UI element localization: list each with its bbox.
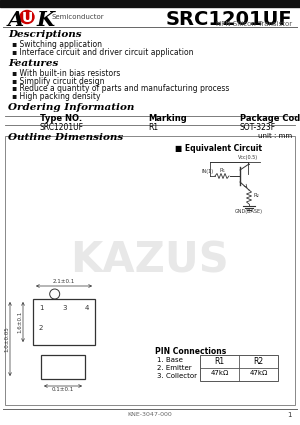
- Text: R2: R2: [254, 357, 264, 366]
- Text: 1: 1: [39, 305, 43, 311]
- Bar: [0, 0, 300, 7]
- Text: IN(1): IN(1): [202, 169, 214, 174]
- Text: 0.1±0.1: 0.1±0.1: [52, 387, 74, 392]
- Bar: [200, 355, 278, 381]
- Text: ■ Equivalent Circuit: ■ Equivalent Circuit: [175, 144, 262, 153]
- Text: ▪ Simplify circuit design: ▪ Simplify circuit design: [12, 76, 104, 85]
- Text: R₂: R₂: [254, 193, 260, 198]
- Text: 1: 1: [287, 412, 292, 418]
- Text: ▪ Reduce a quantity of parts and manufacturing process: ▪ Reduce a quantity of parts and manufac…: [12, 84, 230, 93]
- Text: K: K: [36, 10, 54, 30]
- Text: GND(BASE): GND(BASE): [235, 209, 263, 214]
- Text: Outline Dimensions: Outline Dimensions: [8, 133, 123, 142]
- Text: ▪ High packing density: ▪ High packing density: [12, 91, 101, 100]
- Text: Descriptions: Descriptions: [8, 30, 82, 39]
- Text: Features: Features: [8, 59, 59, 68]
- Text: PIN Connections: PIN Connections: [155, 347, 226, 356]
- Text: 3: 3: [62, 305, 67, 311]
- Text: KAZUS: KAZUS: [70, 240, 230, 281]
- Text: Type NO.: Type NO.: [40, 114, 82, 123]
- Text: 2.1±0.1: 2.1±0.1: [53, 279, 75, 284]
- Bar: [33, 299, 95, 345]
- Text: NPN Silicon Transistor: NPN Silicon Transistor: [216, 21, 292, 27]
- Text: Package Code: Package Code: [240, 114, 300, 123]
- Text: 1. Base: 1. Base: [157, 357, 183, 363]
- Text: 1.0±0.05: 1.0±0.05: [4, 326, 9, 352]
- Text: R1: R1: [148, 123, 158, 132]
- Text: Vcc(0.5): Vcc(0.5): [238, 155, 258, 160]
- Text: Ordering Information: Ordering Information: [8, 103, 134, 112]
- Text: 4: 4: [85, 305, 89, 311]
- Text: unit : mm: unit : mm: [258, 133, 292, 139]
- Text: Marking: Marking: [148, 114, 187, 123]
- Text: 47kΩ: 47kΩ: [210, 370, 229, 376]
- Text: R1: R1: [214, 357, 225, 366]
- Text: 1.6±0.1: 1.6±0.1: [17, 311, 22, 333]
- Ellipse shape: [20, 11, 34, 23]
- Text: ▪ With built-in bias resistors: ▪ With built-in bias resistors: [12, 69, 120, 78]
- Text: 2: 2: [39, 325, 43, 331]
- Text: ▪ Interface circuit and driver circuit application: ▪ Interface circuit and driver circuit a…: [12, 48, 194, 57]
- Text: A: A: [8, 10, 24, 30]
- Text: KNE-3047-000: KNE-3047-000: [128, 412, 172, 417]
- Text: 2. Emitter: 2. Emitter: [157, 365, 192, 371]
- Text: SRC1201UF: SRC1201UF: [165, 10, 292, 29]
- Text: R₁: R₁: [219, 168, 225, 173]
- Bar: [41, 355, 85, 379]
- Text: SOT-323F: SOT-323F: [240, 123, 276, 132]
- Text: ▪ Switching application: ▪ Switching application: [12, 40, 102, 49]
- Text: 3. Collector: 3. Collector: [157, 373, 197, 379]
- Text: Semiconductor: Semiconductor: [52, 14, 105, 20]
- Text: 47kΩ: 47kΩ: [249, 370, 268, 376]
- Bar: [5, 136, 295, 405]
- Text: SRC1201UF: SRC1201UF: [40, 123, 84, 132]
- Text: U: U: [21, 11, 33, 25]
